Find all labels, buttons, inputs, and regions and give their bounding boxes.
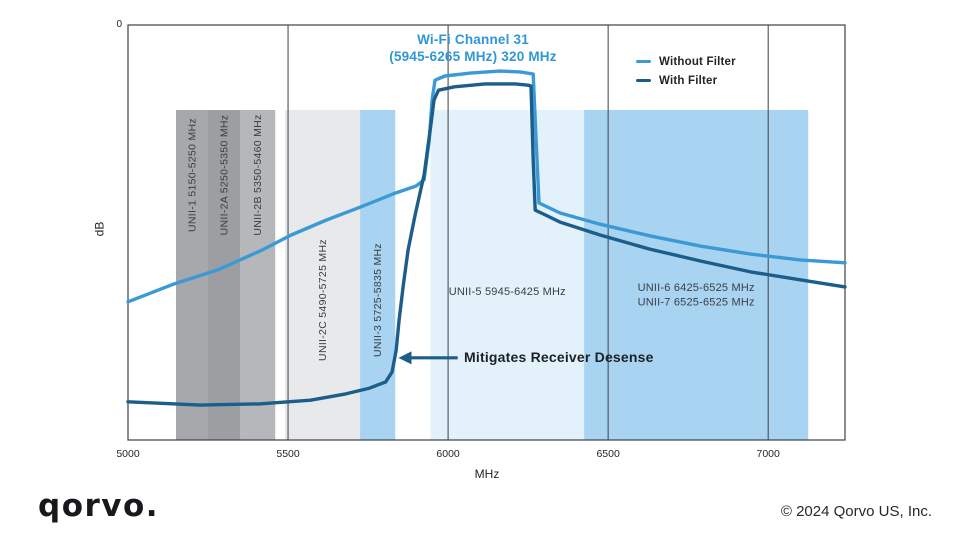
x-tick-label: 6000 [436,448,460,460]
band-label: UNII-3 5725-5835 MHz [372,243,384,357]
y-axis-label: dB [92,221,107,237]
annotation-arrow-head [398,351,412,365]
legend-label-with-filter: With Filter [659,74,718,87]
legend-item-with-filter: With Filter [636,71,736,90]
x-tick-label: 7000 [756,448,780,460]
spectrum-band [240,110,276,440]
band-label: UNII-2A 5250-5350 MHz [219,115,231,236]
band-label: UNII-5 5945-6425 MHz [449,286,566,298]
chart-title-line1: Wi-Fi Channel 31 [417,32,529,47]
x-tick-label: 5500 [276,448,300,460]
legend-swatch-with-filter [636,78,651,83]
spectrum-band [430,110,585,440]
legend: Without Filter With Filter [636,52,736,90]
x-tick-label: 5000 [116,448,140,460]
chart-title: Wi-Fi Channel 31 (5945-6265 MHz) 320 MHz [353,31,593,65]
spectrum-band [284,110,361,440]
y-axis-tick-zero: 0 [116,19,122,30]
x-axis-label: MHz [474,467,500,481]
plot-border [127,24,846,441]
copyright-text: © 2024 Qorvo US, Inc. [780,503,932,520]
band-label: UNII-1 5150-5250 MHz [187,118,199,232]
legend-label-without-filter: Without Filter [659,55,736,68]
qorvo-logo: qorvo. [38,488,160,524]
band-label: UNII-2B 5350-5460 MHz [252,114,264,235]
legend-swatch-without-filter [636,59,651,64]
chart-title-line2: (5945-6265 MHz) 320 MHz [389,49,557,64]
chart-canvas: UNII-1 5150-5250 MHz UNII-2A 5250-5350 MH… [116,24,847,460]
spectrum-band [208,110,241,440]
band-label: UNII-2C 5490-5725 MHz [317,239,329,361]
band-label: UNII-6 6425-6525 MHz UNII-7 6525-6525 MHz [638,282,755,309]
curve-with-filter [126,82,847,407]
legend-item-without-filter: Without Filter [636,52,736,71]
x-tick-label: 6500 [596,448,620,460]
annotation-text: Mitigates Receiver Desense [464,349,654,365]
curve-without-filter [126,69,847,304]
